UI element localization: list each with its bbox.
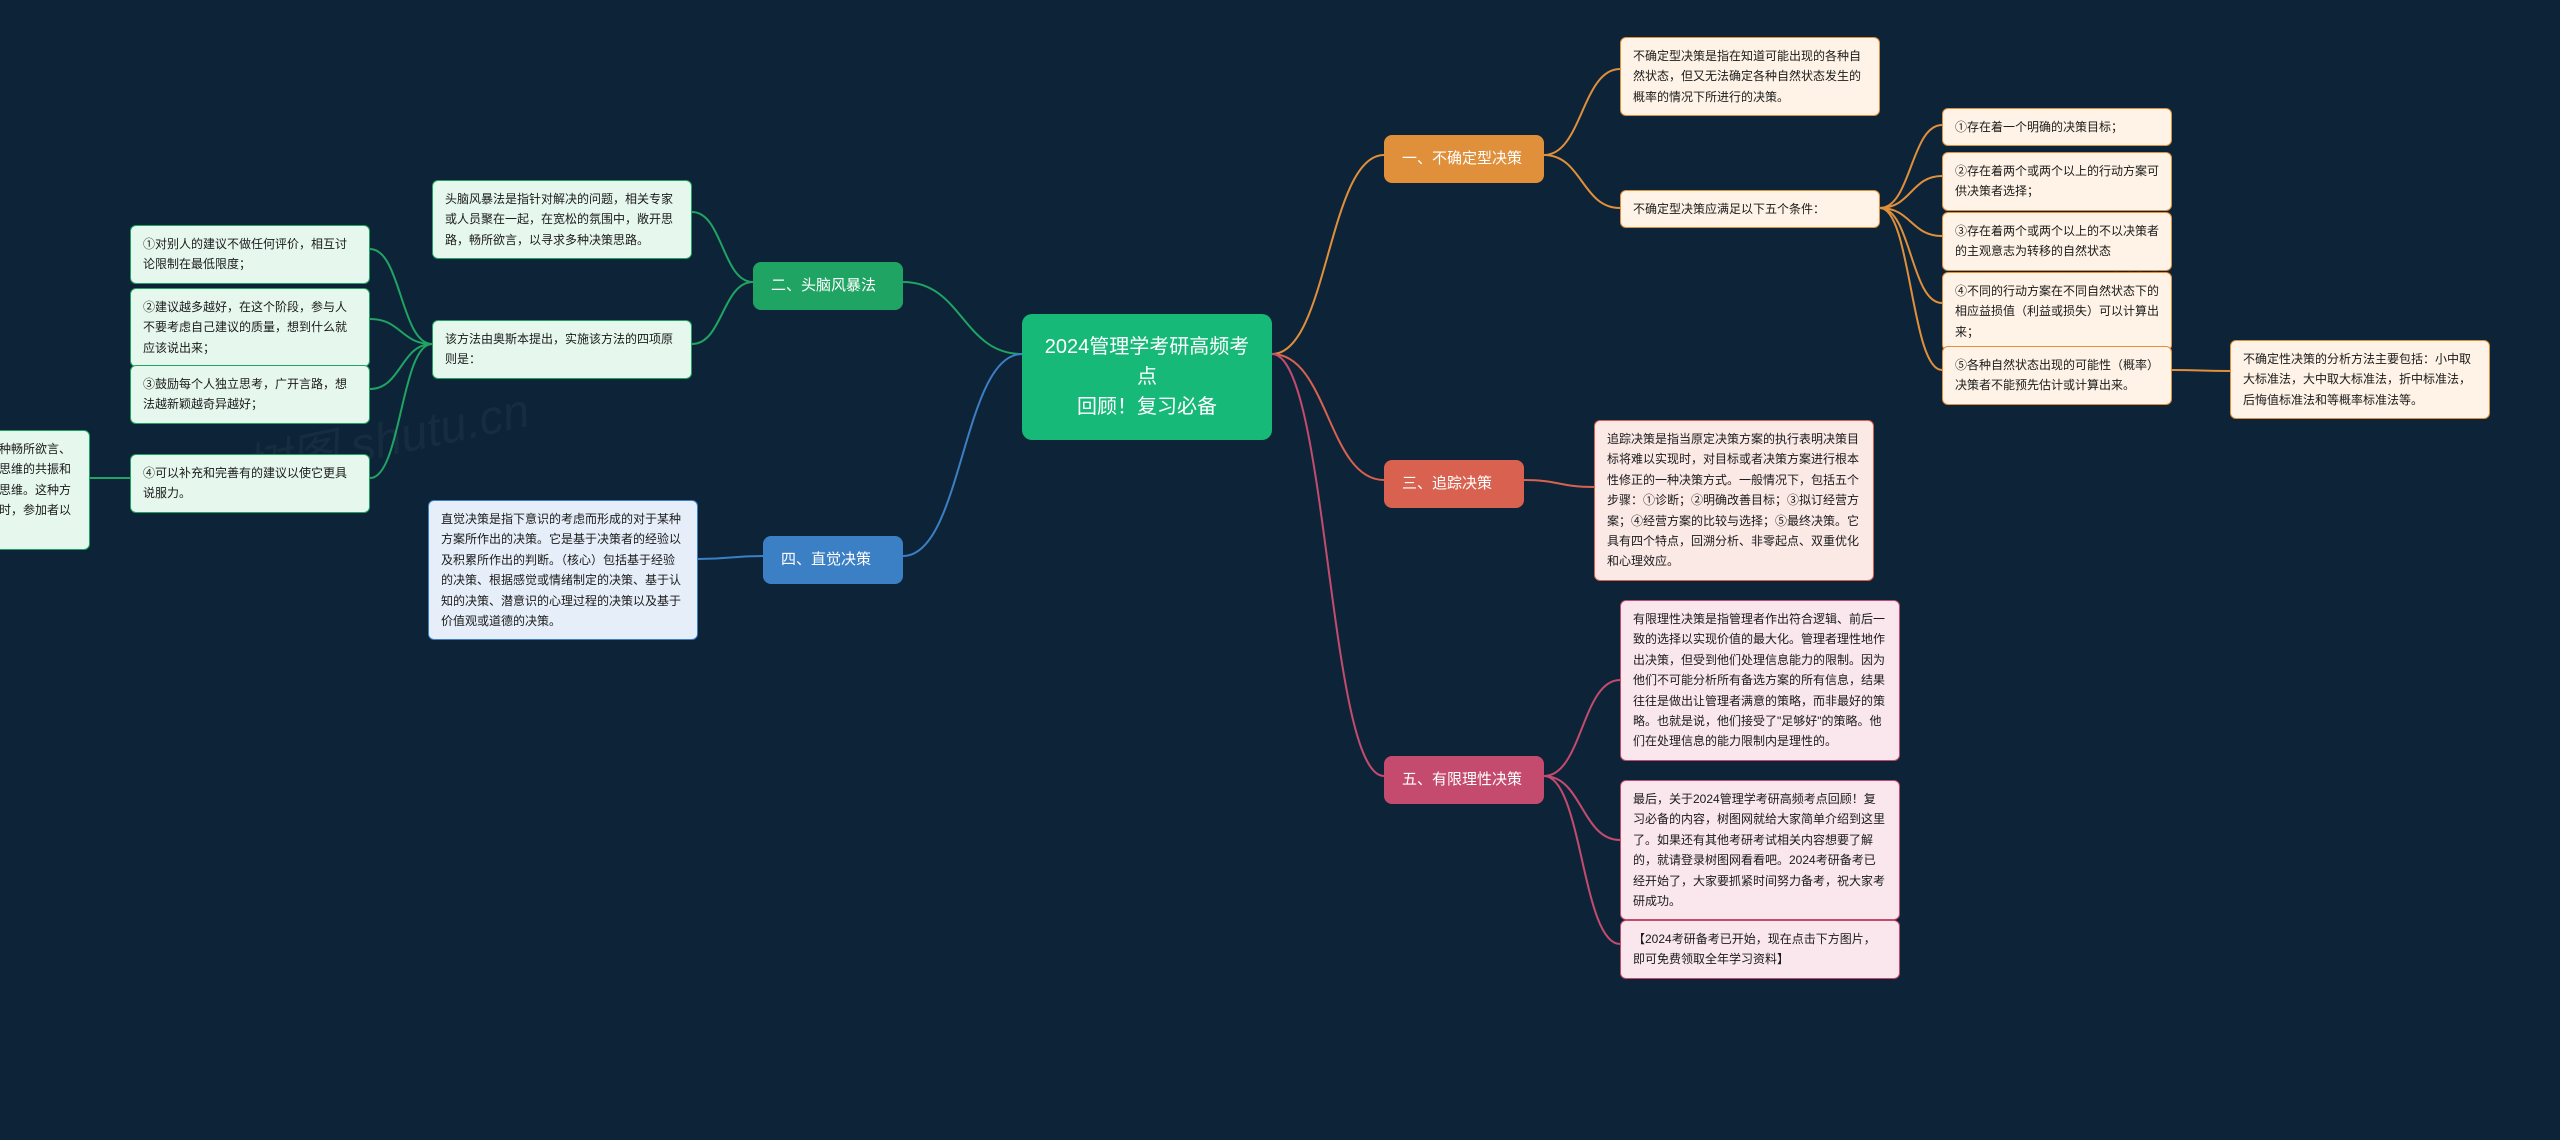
leaf-node: 头脑风暴法的目的在于创造一种畅所欲言、自由思考的氛围，诱发创造性思维的共振和连锁… — [0, 430, 90, 550]
leaf-node: 有限理性决策是指管理者作出符合逻辑、前后一致的选择以实现价值的最大化。管理者理性… — [1620, 600, 1900, 761]
leaf-node: 追踪决策是指当原定决策方案的执行表明决策目标将难以实现时，对目标或者决策方案进行… — [1594, 420, 1874, 581]
branch-node: 四、直觉决策 — [763, 536, 903, 584]
leaf-node: ③鼓励每个人独立思考，广开言路，想法越新颖越奇异越好； — [130, 365, 370, 424]
leaf-node: ③存在着两个或两个以上的不以决策者的主观意志为转移的自然状态 — [1942, 212, 2172, 271]
leaf-node: ④可以补充和完善有的建议以使它更具说服力。 — [130, 454, 370, 513]
leaf-node: 直觉决策是指下意识的考虑而形成的对于某种方案所作出的决策。它是基于决策者的经验以… — [428, 500, 698, 640]
leaf-node: ④不同的行动方案在不同自然状态下的相应益损值（利益或损失）可以计算出来； — [1942, 272, 2172, 351]
leaf-node: 最后，关于2024管理学考研高频考点回顾！复习必备的内容，树图网就给大家简单介绍… — [1620, 780, 1900, 920]
leaf-node: ①对别人的建议不做任何评价，相互讨论限制在最低限度； — [130, 225, 370, 284]
leaf-node: 该方法由奥斯本提出，实施该方法的四项原则是： — [432, 320, 692, 379]
leaf-node: 【2024考研备考已开始，现在点击下方图片，即可免费领取全年学习资料】 — [1620, 920, 1900, 979]
branch-node: 三、追踪决策 — [1384, 460, 1524, 508]
root-node: 2024管理学考研高频考点回顾！复习必备 — [1022, 314, 1272, 440]
branch-node: 二、头脑风暴法 — [753, 262, 903, 310]
branch-node: 一、不确定型决策 — [1384, 135, 1544, 183]
leaf-node: ⑤各种自然状态出现的可能性（概率）决策者不能预先估计或计算出来。 — [1942, 346, 2172, 405]
leaf-node: ②建议越多越好，在这个阶段，参与人不要考虑自己建议的质量，想到什么就应该说出来； — [130, 288, 370, 367]
mindmap-connectors — [0, 0, 2560, 1140]
branch-node: 五、有限理性决策 — [1384, 756, 1544, 804]
leaf-node: 不确定型决策是指在知道可能出现的各种自然状态，但又无法确定各种自然状态发生的概率… — [1620, 37, 1880, 116]
leaf-node: 头脑风暴法是指针对解决的问题，相关专家或人员聚在一起，在宽松的氛围中，敞开思路，… — [432, 180, 692, 259]
leaf-node: 不确定型决策应满足以下五个条件： — [1620, 190, 1880, 228]
leaf-node: 不确定性决策的分析方法主要包括：小中取大标准法，大中取大标准法，折中标准法，后悔… — [2230, 340, 2490, 419]
leaf-node: ①存在着一个明确的决策目标； — [1942, 108, 2172, 146]
leaf-node: ②存在着两个或两个以上的行动方案可供决策者选择； — [1942, 152, 2172, 211]
